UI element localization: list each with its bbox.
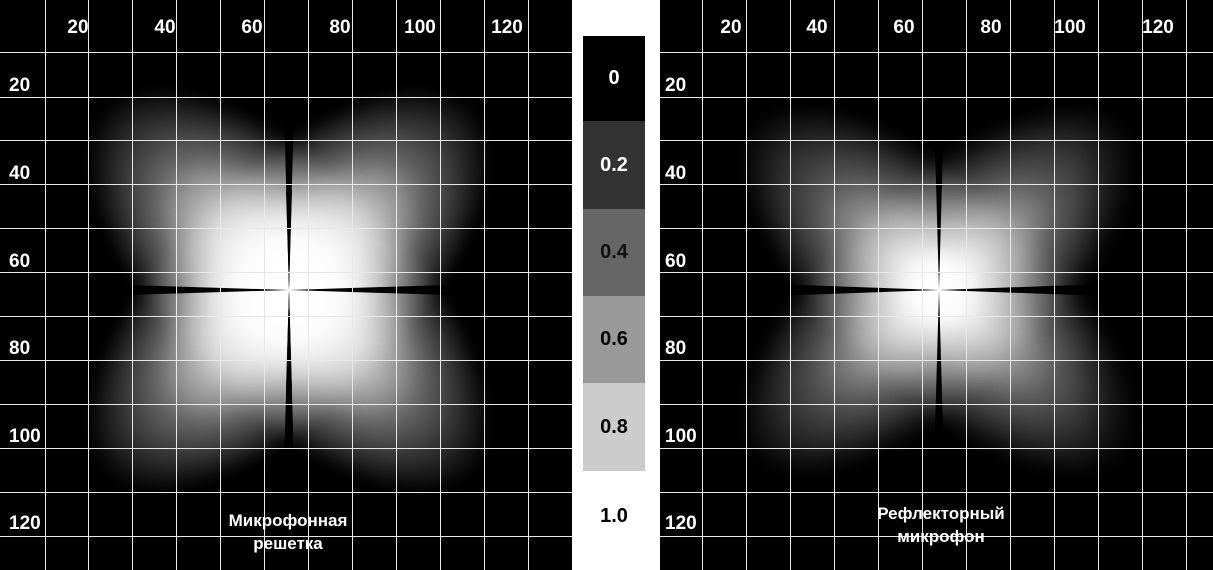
grid-line [1186, 0, 1187, 570]
grid-line [660, 404, 1213, 405]
grid-line [1098, 0, 1099, 570]
colorbar-cell: 0.6 [583, 296, 645, 383]
grid-line [660, 228, 1213, 229]
x-tick-label: 100 [404, 17, 436, 38]
left-heatmap-panel: 20 40 60 80 100 120 20 40 60 80 100 120 … [0, 0, 572, 570]
colorbar-cell: 1.0 [583, 471, 645, 562]
grid-line [660, 97, 1213, 98]
grid-line [660, 272, 1213, 273]
grid-line [1010, 0, 1011, 570]
x-tick-label: 20 [720, 17, 742, 38]
x-tick-label: 60 [241, 17, 263, 38]
right-panel-title-line1: Рефлекторный [877, 504, 1005, 523]
grid-line [308, 0, 309, 570]
colorbar-cell: 0.4 [583, 209, 645, 296]
y-tick-label: 60 [9, 251, 31, 272]
grid-line [0, 52, 572, 53]
grid-line [790, 0, 791, 570]
grid-line [660, 448, 1213, 449]
grid-line [1054, 0, 1055, 570]
grid-line [176, 0, 177, 570]
grid-line [88, 0, 89, 570]
grid-line [746, 0, 747, 570]
y-tick-label: 120 [665, 513, 697, 534]
colorbar-label: 0.2 [600, 153, 628, 176]
grid-line [660, 140, 1213, 141]
grid-line [220, 0, 221, 570]
grid-line [352, 0, 353, 570]
colorbar-label: 0.4 [600, 241, 628, 263]
grid-line [0, 140, 572, 141]
grid-line [966, 0, 967, 570]
grid-line [660, 52, 1213, 53]
x-tick-label: 100 [1054, 17, 1086, 38]
x-tick-label: 120 [491, 17, 523, 38]
colorbar-cell: 0.2 [583, 121, 645, 209]
grid-line [0, 536, 572, 537]
y-tick-label: 120 [9, 513, 41, 534]
grid-line [0, 360, 572, 361]
grid-line [0, 448, 572, 449]
x-tick-label: 20 [67, 17, 89, 38]
grid-line [660, 492, 1213, 493]
y-tick-label: 80 [9, 338, 31, 359]
colorbar-legend: 0 0.2 0.4 0.6 0.8 1.0 [583, 36, 645, 562]
y-tick-label: 100 [9, 426, 41, 447]
colorbar-label: 0.8 [600, 415, 628, 438]
grid-line [1142, 0, 1143, 570]
grid-line [440, 0, 441, 570]
grid-line [264, 0, 265, 570]
right-panel-title-line2: микрофон [897, 527, 985, 546]
colorbar-label: 0.6 [600, 328, 628, 350]
grid-line [396, 0, 397, 570]
grid-line [660, 360, 1213, 361]
x-tick-label: 120 [1142, 17, 1174, 38]
colorbar-label: 1.0 [600, 505, 628, 527]
colorbar-label: 0 [608, 67, 620, 89]
left-panel-title-line1: Микрофонная [228, 511, 348, 530]
grid-line [0, 492, 572, 493]
grid-line [528, 0, 529, 570]
x-tick-label: 40 [806, 17, 828, 38]
grid-line [660, 184, 1213, 185]
y-tick-label: 40 [9, 163, 31, 184]
grid-line [132, 0, 133, 570]
x-tick-label: 80 [980, 17, 1002, 38]
grid-line [0, 184, 572, 185]
y-tick-label: 20 [9, 75, 31, 96]
y-tick-label: 40 [665, 163, 687, 184]
grid-line [0, 272, 572, 273]
grid-line [0, 404, 572, 405]
grid-line [702, 0, 703, 570]
y-tick-label: 80 [665, 338, 687, 359]
grid-line [0, 316, 572, 317]
right-panel-title: Рефлекторный микрофон [877, 502, 1004, 548]
right-intensity-field [660, 0, 1213, 570]
grid-line [484, 0, 485, 570]
right-heatmap-panel: 20 40 60 80 100 120 20 40 60 80 100 120 … [660, 0, 1213, 570]
x-tick-label: 60 [893, 17, 915, 38]
x-tick-label: 40 [154, 17, 176, 38]
grid-line [45, 0, 46, 570]
y-tick-label: 100 [665, 426, 697, 447]
colorbar-cell: 0.8 [583, 383, 645, 471]
left-intensity-field [0, 0, 572, 570]
grid-line [0, 97, 572, 98]
grid-line [660, 316, 1213, 317]
grid-line [834, 0, 835, 570]
grid-line [0, 228, 572, 229]
left-panel-title-line2: решетка [253, 534, 323, 553]
colorbar-cell: 0 [583, 36, 645, 121]
grid-line [878, 0, 879, 570]
y-tick-label: 60 [665, 251, 687, 272]
grid-line [922, 0, 923, 570]
grid-line [660, 536, 1213, 537]
y-tick-label: 20 [665, 75, 687, 96]
left-panel-title: Микрофонная решетка [229, 509, 348, 555]
x-tick-label: 80 [329, 17, 351, 38]
